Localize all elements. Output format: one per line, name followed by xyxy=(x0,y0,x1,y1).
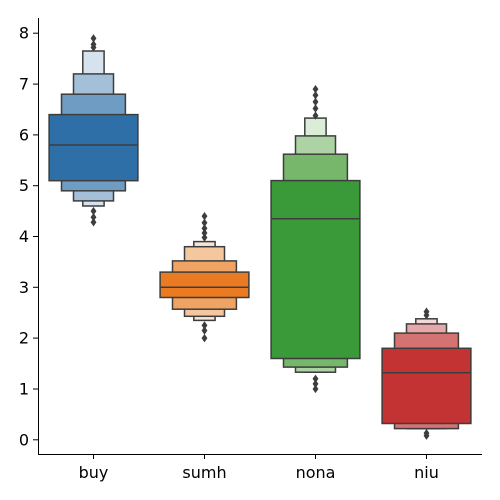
outlier-point-sumh-8 xyxy=(201,211,208,221)
outlier-point-buy-6 xyxy=(90,34,97,43)
x-tick-label-sumh: sumh xyxy=(182,463,226,482)
outlier-point-nona-2 xyxy=(312,379,319,389)
box-level-1-niu xyxy=(381,347,472,425)
y-tick-label-6: 6 xyxy=(19,125,29,144)
y-tick-label-3: 3 xyxy=(19,278,29,297)
x-tick-label-nona: nona xyxy=(296,463,336,482)
outlier-point-nona-5 xyxy=(312,104,319,113)
box-group-niu xyxy=(381,307,472,440)
outlier-point-buy-3 xyxy=(90,206,97,216)
y-tick-label-8: 8 xyxy=(19,24,29,43)
outlier-point-buy-1 xyxy=(90,218,97,227)
boxes-layer xyxy=(48,34,472,440)
box-level-1-buy xyxy=(48,113,139,182)
outlier-point-sumh-3 xyxy=(201,321,208,330)
outlier-point-nona-3 xyxy=(312,374,319,383)
outlier-point-niu-4 xyxy=(423,307,430,316)
x-tick-label-niu: niu xyxy=(414,463,439,482)
outlier-point-sumh-6 xyxy=(201,224,208,233)
outlier-point-sumh-5 xyxy=(201,228,208,238)
y-tick-label-2: 2 xyxy=(19,329,29,348)
y-tick-label-7: 7 xyxy=(19,75,29,94)
outlier-point-nona-4 xyxy=(312,111,319,120)
box-level-1-nona xyxy=(270,179,361,360)
y-tick-label-0: 0 xyxy=(19,430,29,449)
box-group-buy xyxy=(48,34,139,227)
ticks-layer: 0 1 2 3 4 5 6 7 8 buy sumh nona niu xyxy=(19,24,439,482)
outlier-point-sumh-1 xyxy=(201,333,208,343)
outlier-point-sumh-2 xyxy=(201,326,208,335)
outlier-point-nona-6 xyxy=(312,97,319,107)
box-group-nona xyxy=(270,84,361,394)
x-tick-label-buy: buy xyxy=(79,463,109,482)
outlier-point-nona-8 xyxy=(312,84,319,94)
y-tick-label-5: 5 xyxy=(19,176,29,195)
outlier-point-nona-1 xyxy=(312,384,319,394)
outlier-point-buy-5 xyxy=(90,40,97,49)
outlier-point-sumh-4 xyxy=(201,233,208,242)
box-level-1-sumh xyxy=(159,271,250,299)
box-group-sumh xyxy=(159,211,250,343)
outlier-point-nona-7 xyxy=(312,91,319,100)
axes-layer xyxy=(38,18,482,455)
outlier-point-buy-2 xyxy=(90,212,97,222)
y-tick-label-1: 1 xyxy=(19,380,29,399)
outlier-point-sumh-7 xyxy=(201,218,208,227)
outlier-point-niu-2 xyxy=(423,428,430,438)
y-tick-label-4: 4 xyxy=(19,227,29,246)
